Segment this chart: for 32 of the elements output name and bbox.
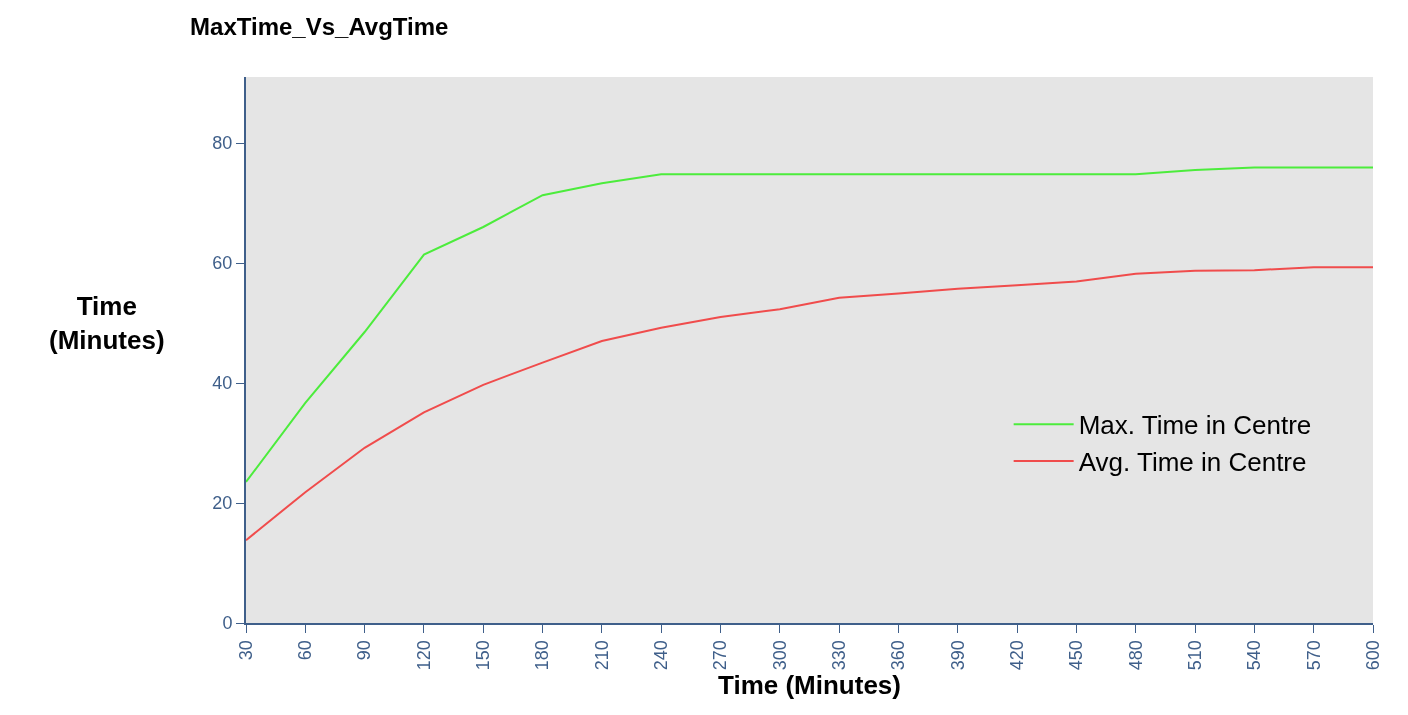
x-axis-title: Time (Minutes)	[718, 670, 901, 701]
x-tick-label: 240	[651, 640, 672, 671]
x-tick-label: 600	[1362, 640, 1383, 671]
x-tick-label: 420	[1006, 640, 1027, 671]
x-tick-label: 180	[532, 640, 553, 671]
x-tick-label: 30	[235, 640, 256, 661]
y-tick-label: 60	[212, 253, 233, 274]
x-tick-label: 120	[413, 640, 434, 671]
y-tick-label: 20	[212, 493, 233, 514]
x-tick-label: 540	[1244, 640, 1265, 671]
y-tick-label: 80	[212, 133, 233, 154]
x-tick-label: 360	[888, 640, 909, 671]
x-tick-label: 210	[591, 640, 612, 671]
legend-label: Max. Time in Centre	[1078, 410, 1312, 441]
x-tick-label: 150	[473, 640, 494, 671]
line-series	[246, 266, 1373, 542]
x-tick-label: 90	[354, 640, 375, 661]
x-tick-label: 330	[829, 640, 850, 671]
legend-label: Avg. Time in Centre	[1078, 447, 1307, 478]
y-tick-label: 0	[222, 613, 233, 634]
x-tick-label: 480	[1125, 640, 1146, 671]
y-tick-label: 40	[212, 373, 233, 394]
x-tick-label: 300	[769, 640, 790, 671]
y-axis-title: Time (Minutes)	[49, 291, 165, 355]
x-tick-label: 450	[1066, 640, 1087, 671]
x-tick-label: 60	[295, 640, 316, 661]
chart-title: MaxTime_Vs_AvgTime	[190, 12, 449, 40]
x-tick-label: 270	[710, 640, 731, 671]
x-tick-label: 570	[1303, 640, 1324, 671]
x-tick-label: 510	[1184, 640, 1205, 671]
line-series	[246, 166, 1373, 483]
x-tick-label: 390	[947, 640, 968, 671]
